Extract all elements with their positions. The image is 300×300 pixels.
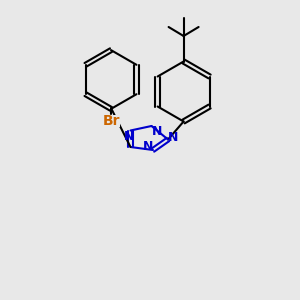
Text: N: N	[168, 130, 178, 144]
FancyBboxPatch shape	[102, 115, 120, 127]
Text: N: N	[152, 125, 163, 138]
Text: N: N	[124, 130, 134, 143]
Text: Br: Br	[102, 114, 120, 128]
Text: N: N	[142, 140, 153, 154]
Text: Br: Br	[102, 114, 120, 128]
